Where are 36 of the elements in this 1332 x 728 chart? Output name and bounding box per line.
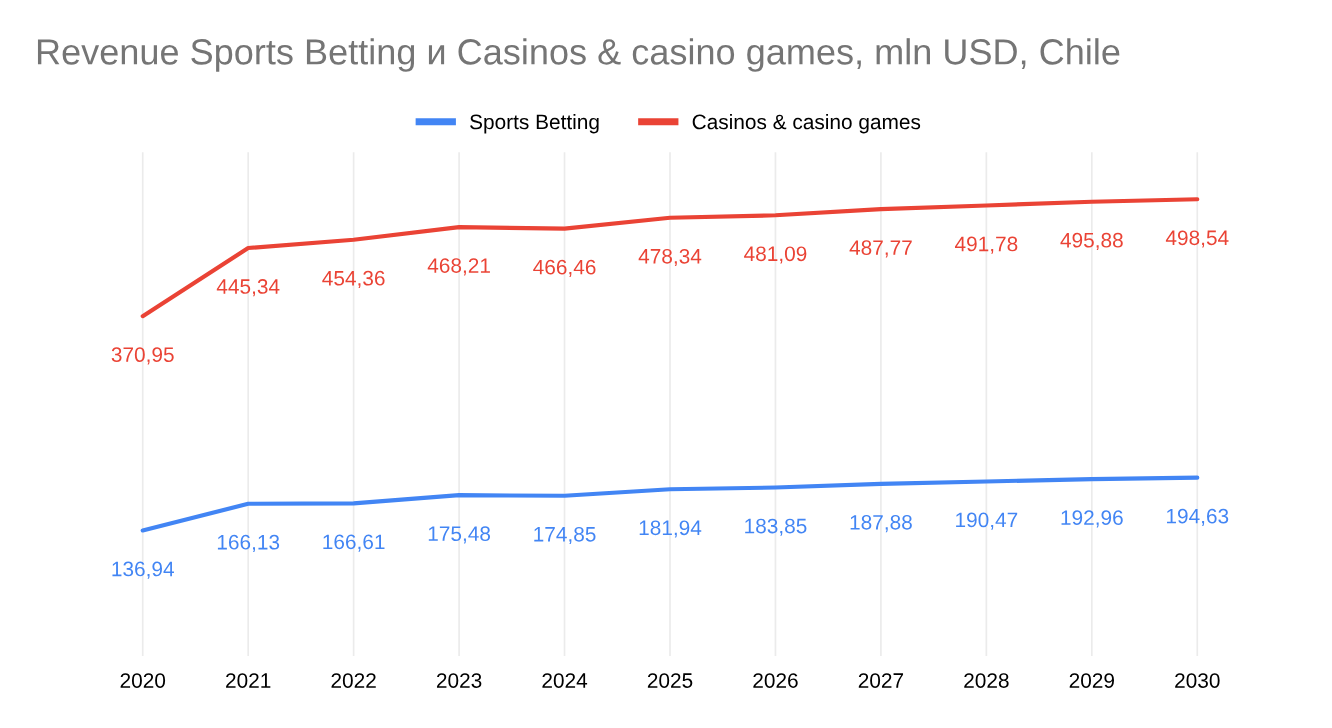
- data-label: 136,94: [112, 561, 174, 579]
- data-label: 454,36: [322, 270, 385, 289]
- data-label: 183,85: [745, 518, 807, 536]
- x-tick-label: 2020: [120, 673, 166, 688]
- data-label: 190,47: [956, 512, 1018, 530]
- x-tick-label: 2028: [964, 673, 1009, 688]
- data-label: 175,48: [428, 526, 491, 544]
- x-tick-label: 2026: [753, 673, 798, 688]
- data-label: 166,61: [323, 534, 385, 552]
- x-tick-label: 2022: [331, 673, 376, 688]
- data-label: 174,85: [534, 526, 596, 545]
- data-label: 166,13: [217, 534, 280, 553]
- x-tick-label: 2023: [436, 673, 482, 688]
- data-label: 491,78: [954, 236, 1018, 254]
- data-label: 181,94: [639, 520, 702, 538]
- x-tick-label: 2030: [1175, 673, 1220, 688]
- data-label: 370,95: [111, 347, 174, 365]
- data-label: 194,63: [1167, 508, 1229, 526]
- data-label: 468,21: [427, 258, 490, 276]
- data-label: 445,34: [216, 279, 280, 297]
- data-label: 481,09: [744, 246, 807, 264]
- x-tick-label: 2027: [858, 673, 904, 688]
- legend-label: Sports Betting: [470, 113, 599, 134]
- x-tick-label: 2029: [1069, 673, 1115, 688]
- legend-label: Casinos & casino games: [692, 113, 921, 134]
- data-label: 187,88: [850, 514, 912, 533]
- x-tick-label: 2024: [542, 673, 588, 688]
- data-label: 495,88: [1060, 232, 1123, 251]
- x-tick-label: 2021: [226, 673, 271, 688]
- x-tick-label: 2025: [647, 673, 693, 688]
- data-label: 478,34: [638, 248, 702, 267]
- data-label: 498,54: [1165, 230, 1229, 248]
- data-label: 487,77: [849, 240, 912, 258]
- data-label: 192,96: [1061, 510, 1123, 528]
- data-label: 466,46: [533, 259, 596, 277]
- chart-title: Revenue Sports Betting и Casinos & casino games, mln USD, Chile: [37, 38, 1120, 72]
